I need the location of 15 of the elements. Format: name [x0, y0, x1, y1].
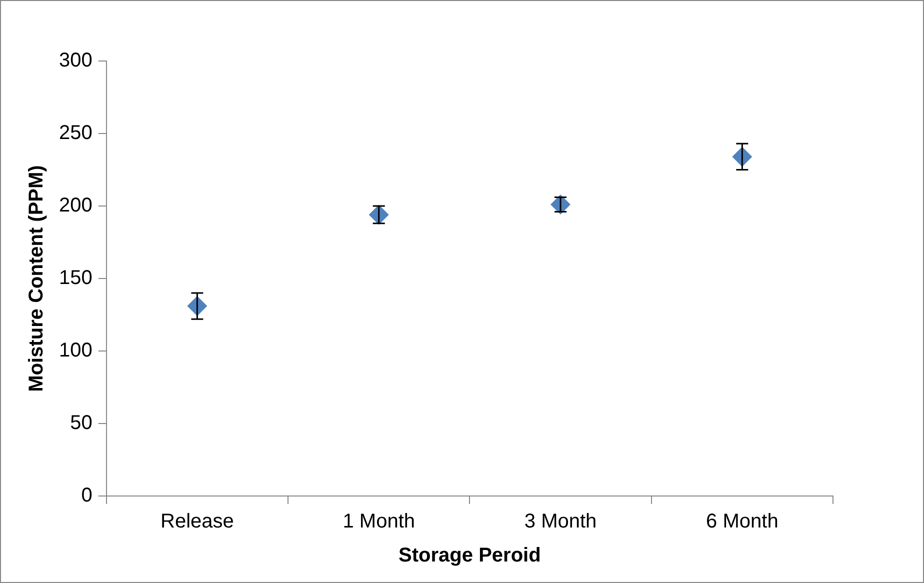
y-tick-label: 50 — [70, 412, 92, 434]
y-axis-title: Moisture Content (PPM) — [26, 165, 48, 392]
y-tick-label: 300 — [58, 50, 92, 72]
x-tick-label: 6 Month — [706, 510, 778, 533]
point — [550, 194, 571, 215]
y-tick-label: 100 — [58, 340, 92, 362]
y-tick-label: 250 — [58, 122, 92, 144]
x-tick-label: 1 Month — [342, 510, 415, 533]
x-tick-label: Release — [160, 510, 234, 533]
y-tick-label: 200 — [58, 194, 92, 217]
x-tick-label: 3 Month — [524, 510, 597, 533]
x-axis-title: Storage Peroid — [398, 544, 541, 567]
point — [368, 204, 389, 225]
y-tick-label: 150 — [58, 267, 92, 290]
y-tick-label: 0 — [81, 484, 92, 507]
